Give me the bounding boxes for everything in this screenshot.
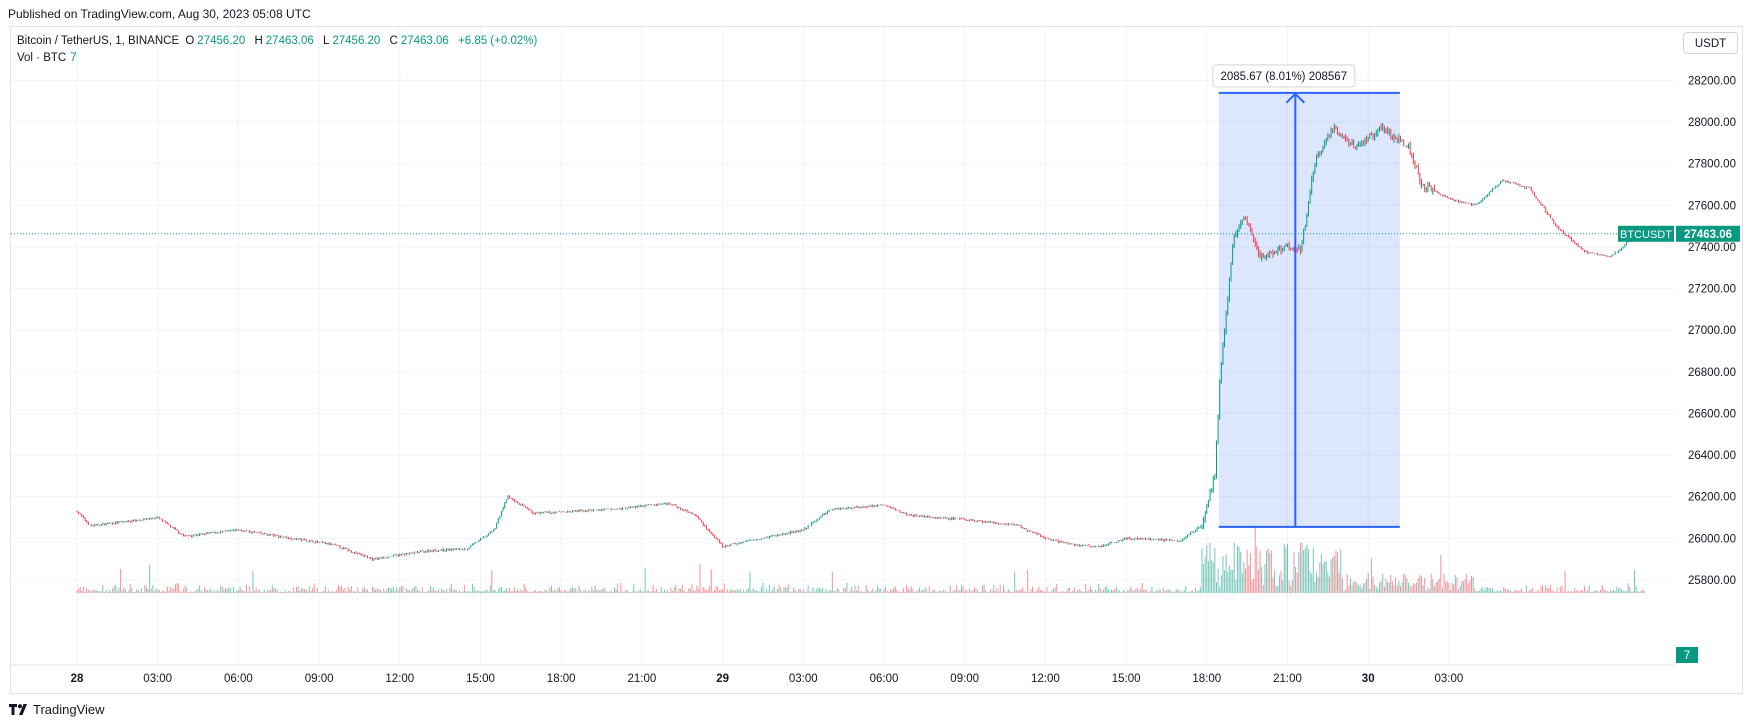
time-axis-label: 21:00: [628, 673, 657, 685]
symbol-tag: [1618, 225, 1674, 242]
time-axis-label: 03:00: [1435, 673, 1464, 685]
time-axis-label: 18:00: [1192, 673, 1221, 685]
price-axis-label: 26200.00: [1688, 492, 1736, 504]
volume-legend[interactable]: Vol · BTC 7: [17, 52, 77, 64]
symbol-tag-label: BTCUSDT: [1620, 229, 1672, 241]
time-axis-label: 28: [71, 673, 84, 685]
time-axis-label: 30: [1362, 673, 1375, 685]
volume-value: 7: [70, 52, 77, 64]
last-price-tag: [1676, 225, 1740, 242]
time-axis-label: 12:00: [385, 673, 414, 685]
time-axis-label: 12:00: [1031, 673, 1060, 685]
time-axis-label: 06:00: [224, 673, 253, 685]
price-axis-label: 27400.00: [1688, 242, 1736, 254]
currency-unit-button[interactable]: USDT: [1683, 32, 1738, 54]
symbol-title: Bitcoin / TetherUS, 1, BINANCE: [17, 35, 180, 47]
tradingview-brand: TradingView: [9, 702, 105, 717]
measure-label-box: [1212, 64, 1356, 88]
time-axis-label: 09:00: [950, 673, 979, 685]
price-axis-label: 26000.00: [1688, 533, 1736, 545]
measure-label: 2085.67 (8.01%) 208567: [1220, 71, 1347, 83]
price-axis-label: 28200.00: [1688, 75, 1736, 87]
last-price-label: 27463.06: [1684, 229, 1732, 241]
time-axis-label: 21:00: [1273, 673, 1302, 685]
change-value: +6.85 (+0.02%): [458, 35, 538, 47]
volume-label: Vol · BTC: [17, 52, 67, 64]
published-caption: Published on TradingView.com, Aug 30, 20…: [8, 7, 311, 21]
time-axis-label: 15:00: [1112, 673, 1141, 685]
symbol-legend[interactable]: Bitcoin / TetherUS, 1, BINANCE O 27456.20…: [17, 35, 540, 47]
price-axis-label: 27000.00: [1688, 325, 1736, 337]
high-value: H 27463.06: [254, 35, 314, 47]
time-axis-label: 29: [716, 673, 729, 685]
time-axis-label: 03:00: [143, 673, 172, 685]
price-axis-label: 27600.00: [1688, 200, 1736, 212]
price-axis-label: 26600.00: [1688, 408, 1736, 420]
last-volume-label: 7: [1684, 650, 1690, 662]
time-axis-label: 09:00: [305, 673, 334, 685]
measure-arrow-head: [1285, 92, 1306, 104]
price-axis-label: 25800.00: [1688, 575, 1736, 587]
time-axis-label: 15:00: [466, 673, 495, 685]
price-axis-label: 27800.00: [1688, 159, 1736, 171]
tradingview-logo-icon: [9, 703, 27, 715]
price-axis-label: 26800.00: [1688, 367, 1736, 379]
time-axis-label: 03:00: [789, 673, 818, 685]
time-axis-label: 18:00: [547, 673, 576, 685]
measure-range-box: [1218, 92, 1400, 527]
brand-name: TradingView: [33, 702, 105, 717]
price-axis-label: 28000.00: [1688, 117, 1736, 129]
open-value: O 27456.20: [185, 35, 246, 47]
price-axis-label: 26400.00: [1688, 450, 1736, 462]
low-value: L 27456.20: [322, 35, 381, 47]
price-axis-label: 27200.00: [1688, 284, 1736, 296]
chart-frame: [10, 26, 1743, 694]
time-axis-label: 06:00: [870, 673, 899, 685]
close-value: C 27463.06: [389, 35, 449, 47]
last-volume-tag: [1676, 647, 1698, 663]
